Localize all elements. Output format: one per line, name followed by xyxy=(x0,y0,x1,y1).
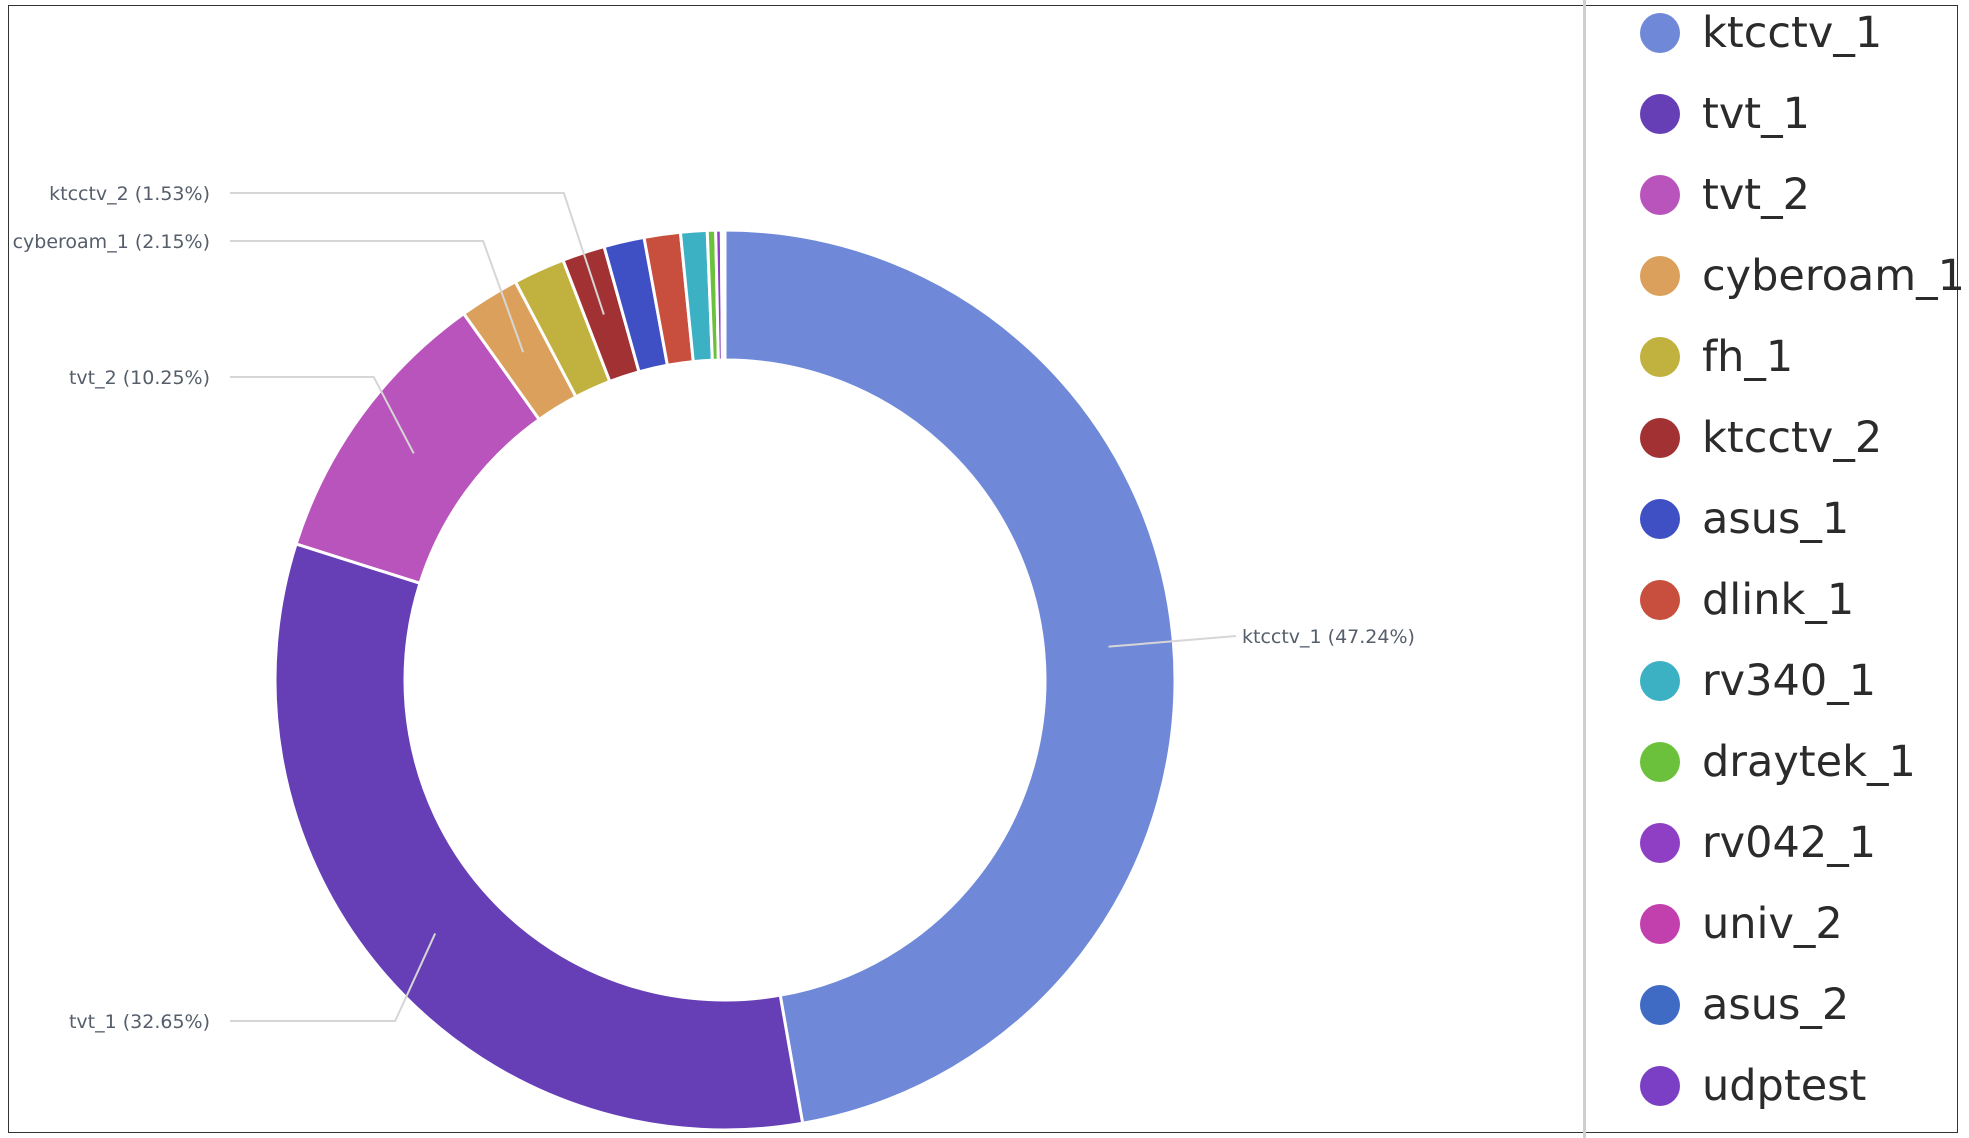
legend-item-rv340_1[interactable]: rv340_1 xyxy=(1640,651,1876,711)
leader-line-tvt_1 xyxy=(230,933,437,1022)
slice-ktcctv_1[interactable] xyxy=(723,228,1177,1125)
legend-item-ktcctv_1[interactable]: ktcctv_1 xyxy=(1640,3,1882,63)
legend-label: fh_1 xyxy=(1702,332,1794,382)
legend-label: dlink_1 xyxy=(1702,575,1855,625)
legend-label: ktcctv_1 xyxy=(1702,8,1883,58)
data-label-cyberoam_1: cyberoam_1 (2.15%) xyxy=(13,231,210,253)
data-label-tvt_2: tvt_2 (10.25%) xyxy=(69,367,210,389)
legend-label: udptest xyxy=(1702,1061,1867,1111)
legend-item-tvt_1[interactable]: tvt_1 xyxy=(1640,84,1810,144)
legend-swatch xyxy=(1640,418,1680,458)
data-label-tvt_1: tvt_1 (32.65%) xyxy=(69,1011,210,1033)
legend-swatch xyxy=(1640,13,1680,53)
data-label-ktcctv_2: ktcctv_2 (1.53%) xyxy=(49,183,210,205)
legend-label: asus_2 xyxy=(1702,980,1850,1030)
legend-item-ktcctv_2[interactable]: ktcctv_2 xyxy=(1640,408,1882,468)
legend-label: rv340_1 xyxy=(1702,656,1877,706)
legend-item-dlink_1[interactable]: dlink_1 xyxy=(1640,570,1854,630)
legend-swatch xyxy=(1640,337,1680,377)
legend-item-rv042_1[interactable]: rv042_1 xyxy=(1640,813,1876,873)
legend-swatch xyxy=(1640,1066,1680,1106)
slice-tvt_1[interactable] xyxy=(273,542,805,1132)
legend-label: ktcctv_2 xyxy=(1702,413,1883,463)
legend-label: rv042_1 xyxy=(1702,818,1877,868)
leader-line-cyberoam_1 xyxy=(230,240,525,353)
slice-udptest[interactable] xyxy=(722,228,727,362)
legend-swatch xyxy=(1640,580,1680,620)
legend-item-tvt_2[interactable]: tvt_2 xyxy=(1640,165,1810,225)
legend-swatch xyxy=(1640,904,1680,944)
legend-item-fh_1[interactable]: fh_1 xyxy=(1640,327,1793,387)
legend-swatch xyxy=(1640,985,1680,1025)
leader-line-ktcctv_1 xyxy=(1108,635,1237,648)
legend-swatch xyxy=(1640,175,1680,215)
legend-item-univ_2[interactable]: univ_2 xyxy=(1640,894,1843,954)
legend-swatch xyxy=(1640,256,1680,296)
leader-line-tvt_2 xyxy=(230,376,415,454)
legend-swatch xyxy=(1640,94,1680,134)
legend-label: univ_2 xyxy=(1702,899,1843,949)
legend-swatch xyxy=(1640,742,1680,782)
data-label-ktcctv_1: ktcctv_1 (47.24%) xyxy=(1242,626,1415,648)
legend-label: tvt_1 xyxy=(1702,89,1811,139)
chart-frame xyxy=(8,5,1958,1133)
legend-item-cyberoam_1[interactable]: cyberoam_1 xyxy=(1640,246,1965,306)
legend-label: asus_1 xyxy=(1702,494,1850,544)
legend-item-asus_2[interactable]: asus_2 xyxy=(1640,975,1849,1035)
legend-label: tvt_2 xyxy=(1702,170,1811,220)
legend-label: cyberoam_1 xyxy=(1702,251,1965,301)
legend-item-asus_1[interactable]: asus_1 xyxy=(1640,489,1849,549)
legend-item-draytek_1[interactable]: draytek_1 xyxy=(1640,732,1916,792)
legend-swatch xyxy=(1640,823,1680,863)
legend-label: draytek_1 xyxy=(1702,737,1916,787)
legend-swatch xyxy=(1640,661,1680,701)
legend-swatch xyxy=(1640,499,1680,539)
leader-line-ktcctv_2 xyxy=(230,192,605,315)
legend-item-udptest[interactable]: udptest xyxy=(1640,1056,1866,1116)
legend-divider xyxy=(1583,0,1586,1138)
